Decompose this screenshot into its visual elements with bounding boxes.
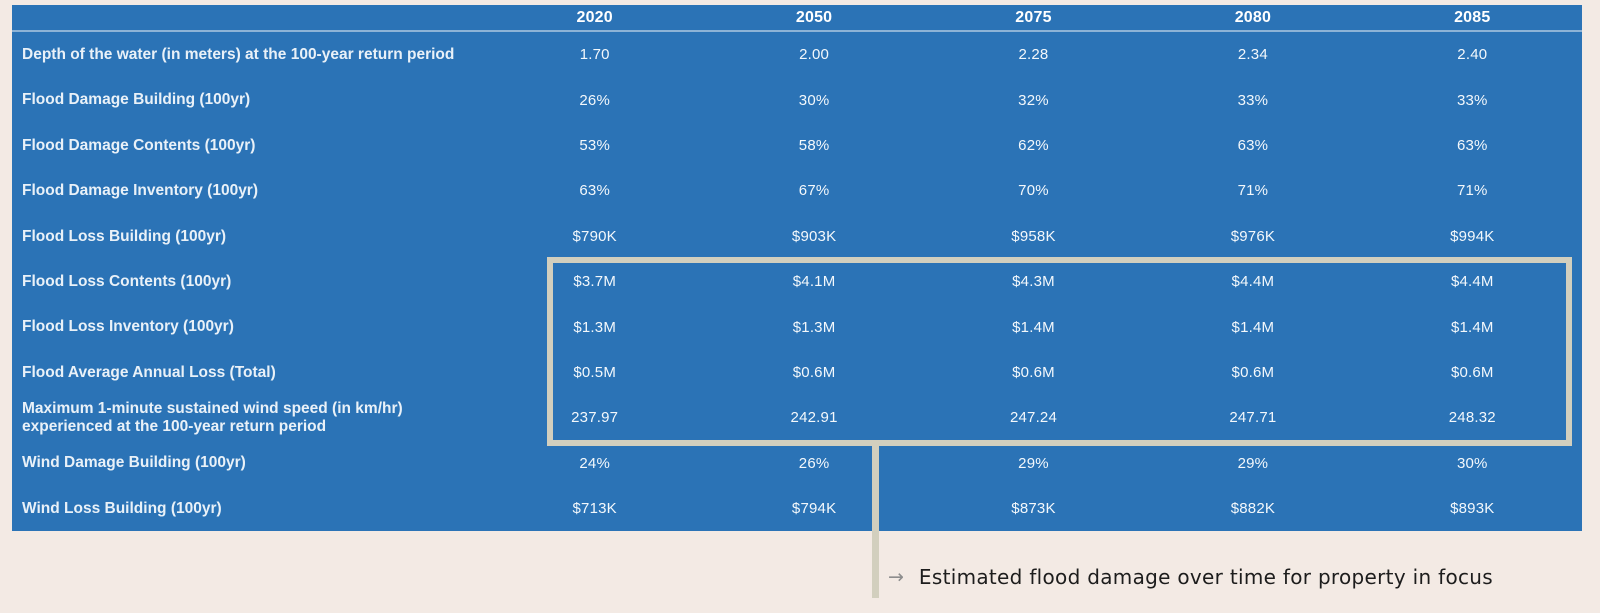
value-cell: $4.1M xyxy=(792,273,836,291)
value-cell: 1.70 xyxy=(579,46,610,64)
value-cell: $790K xyxy=(572,227,617,245)
row-label: Flood Average Annual Loss (Total) xyxy=(22,363,276,381)
value-cell: 26% xyxy=(798,454,830,472)
row-label: Wind Damage Building (100yr) xyxy=(22,454,246,472)
table-row: Wind Damage Building (100yr) 24% 26% 29% 29%… xyxy=(12,441,1582,486)
value-cell: $0.6M xyxy=(1450,363,1494,381)
value-cell: $1.4M xyxy=(1450,318,1494,336)
value-cell: 24% xyxy=(579,454,610,472)
table-header-row: 2020 2050 2075 2080 2085 xyxy=(12,5,1582,32)
value-cell: 32% xyxy=(1018,91,1049,109)
value-cell: $0.5M xyxy=(573,363,617,381)
value-cell: 2.34 xyxy=(1237,46,1268,64)
row-label: Flood Damage Contents (100yr) xyxy=(22,136,256,154)
table-row: Flood Loss Contents (100yr) $3.7M $4.1M $4.… xyxy=(12,259,1582,304)
column-header-2080: 2080 xyxy=(1234,8,1272,26)
value-cell: $794K xyxy=(791,500,837,518)
value-cell: 71% xyxy=(1237,182,1269,200)
arrow-right-icon: → xyxy=(888,566,904,588)
value-cell: 70% xyxy=(1018,182,1049,200)
value-cell: $1.4M xyxy=(1012,318,1055,336)
table-row: Flood Damage Contents (100yr) 53% 58% 62% 63… xyxy=(12,123,1582,168)
table-row: Maximum 1-minute sustained wind speed (i… xyxy=(12,395,1582,440)
table-row: Flood Damage Inventory (100yr) 63% 67% 70% 7… xyxy=(12,168,1582,213)
row-label: Depth of the water (in meters) at the 10… xyxy=(22,45,455,63)
value-cell: $4.4M xyxy=(1450,273,1494,291)
table-row: Flood Average Annual Loss (Total) $0.5M $0… xyxy=(12,350,1582,395)
value-cell: 58% xyxy=(798,136,830,154)
value-cell: 67% xyxy=(798,182,830,200)
value-cell: 71% xyxy=(1456,182,1488,200)
value-cell: 29% xyxy=(1018,454,1049,472)
value-cell: $713K xyxy=(572,500,617,518)
value-cell: 2.28 xyxy=(1018,46,1049,64)
climate-risk-table: 2020 2050 2075 2080 2085 Depth of the water … xyxy=(12,5,1582,532)
table-body: Depth of the water (in meters) at the 10… xyxy=(12,32,1582,531)
row-label: Flood Damage Building (100yr) xyxy=(22,91,251,109)
column-header-2020: 2020 xyxy=(576,8,613,26)
table-row: Wind Loss Building (100yr) $713K $794K $873… xyxy=(12,486,1582,531)
value-cell: 30% xyxy=(1456,454,1488,472)
value-cell: 248.32 xyxy=(1448,409,1496,427)
value-cell: $3.7M xyxy=(573,273,617,291)
annotation-text: Estimated flood damage over time for pro… xyxy=(918,565,1493,589)
value-cell: $0.6M xyxy=(792,363,836,381)
value-cell: $873K xyxy=(1011,500,1056,518)
value-cell: $1.3M xyxy=(792,318,836,336)
value-cell: 62% xyxy=(1018,136,1049,154)
column-header-2085: 2085 xyxy=(1454,8,1491,26)
value-cell: 53% xyxy=(579,136,610,154)
value-cell: 30% xyxy=(798,91,830,109)
table-row: Flood Damage Building (100yr) 26% 30% 32% 33… xyxy=(12,77,1582,122)
annotation-connector-line xyxy=(872,446,879,598)
value-cell: 237.97 xyxy=(571,409,619,427)
value-cell: 247.71 xyxy=(1229,409,1277,427)
value-cell: $882K xyxy=(1230,500,1276,518)
value-cell: $0.6M xyxy=(1012,363,1055,381)
value-cell: 247.24 xyxy=(1009,409,1058,427)
value-cell: $1.4M xyxy=(1231,318,1275,336)
row-label: Flood Damage Inventory (100yr) xyxy=(22,182,259,200)
row-label: Flood Loss Inventory (100yr) xyxy=(22,318,234,336)
value-cell: $4.4M xyxy=(1231,273,1275,291)
value-cell: $1.3M xyxy=(573,318,617,336)
value-cell: 33% xyxy=(1237,91,1269,109)
value-cell: 2.00 xyxy=(799,46,830,64)
value-cell: $958K xyxy=(1011,227,1056,245)
value-cell: 33% xyxy=(1456,91,1488,109)
value-cell: $976K xyxy=(1230,227,1276,245)
value-cell: 29% xyxy=(1237,454,1269,472)
table-row: Depth of the water (in meters) at the 10… xyxy=(12,32,1582,77)
value-cell: $994K xyxy=(1450,227,1495,245)
value-cell: $4.3M xyxy=(1012,273,1055,291)
table-row: Flood Loss Inventory (100yr) $1.3M $1.3M $1… xyxy=(12,304,1582,349)
value-cell: $0.6M xyxy=(1231,363,1275,381)
value-cell: $903K xyxy=(791,227,837,245)
table-row: Flood Loss Building (100yr) $790K $903K $95… xyxy=(12,214,1582,259)
value-cell: 2.40 xyxy=(1457,46,1488,64)
value-cell: $893K xyxy=(1450,500,1495,518)
row-label: Flood Loss Building (100yr) xyxy=(22,227,227,245)
value-cell: 242.91 xyxy=(790,409,838,427)
annotation: → Estimated flood damage over time for p… xyxy=(888,562,1493,592)
column-header-2075: 2075 xyxy=(1015,8,1052,26)
row-label: Flood Loss Contents (100yr) xyxy=(22,272,232,290)
row-label: Wind Loss Building (100yr) xyxy=(22,499,222,517)
row-label: Maximum 1-minute sustained wind speed (i… xyxy=(22,400,403,435)
value-cell: 63% xyxy=(1456,136,1488,154)
value-cell: 63% xyxy=(579,182,610,200)
value-cell: 63% xyxy=(1237,136,1269,154)
column-header-2050: 2050 xyxy=(795,8,833,26)
value-cell: 26% xyxy=(579,91,610,109)
